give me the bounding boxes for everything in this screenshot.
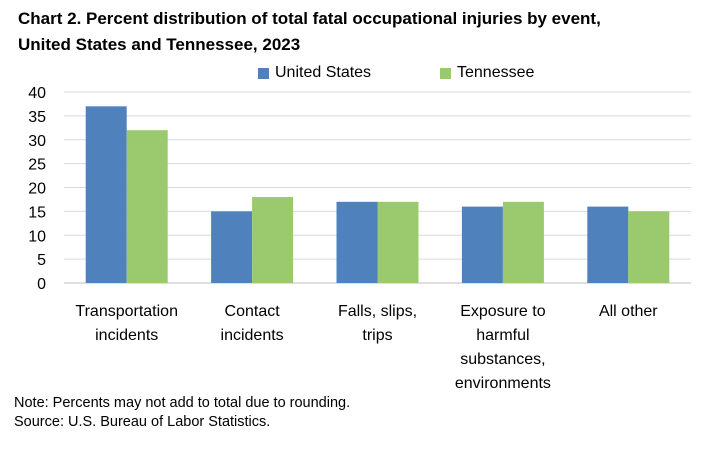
bar-tennessee [252,197,294,283]
y-tick-label: 35 [28,109,46,126]
x-tick-label-line: substances, [460,351,545,368]
bar-tennessee [502,201,544,283]
y-tick-label: 5 [37,252,46,269]
x-tick-label-line: Contact [225,303,281,320]
bar-united-states [211,211,253,283]
y-tick-label: 15 [28,204,46,221]
x-tick-label-line: trips [362,327,392,344]
legend-label-tennessee: Tennessee [457,64,535,81]
x-tick-label-line: Falls, slips, [338,303,417,320]
chart-legend: United States Tennessee [0,64,709,84]
legend-swatch-tennessee [440,67,451,79]
bar-united-states [85,106,127,283]
x-tick-label-line: Transportation [75,303,178,320]
legend-swatch-united-states [258,67,269,79]
bar-tennessee [628,211,670,283]
legend-item-tennessee: Tennessee [440,64,534,82]
bar-tennessee [126,130,168,283]
bar-tennessee [377,201,419,283]
y-tick-label: 20 [28,181,46,198]
x-tick-label: Exposure to harmful substances, environment… [455,303,551,392]
legend-item-united-states: United States [258,64,371,82]
chart-title-line-2: United States and Tennessee, 2023 [18,35,301,54]
x-tick-label: Contact incidents [221,303,284,344]
x-tick-label: Falls, slips, trips [338,303,417,344]
y-tick-label: 0 [37,276,46,293]
source-text: Source: U.S. Bureau of Labor Statistics. [14,414,271,430]
chart-title-line-1: Chart 2. Percent distribution of total f… [18,9,601,28]
bar-united-states [336,201,378,283]
y-tick-label: 25 [28,157,46,174]
chart-title: Chart 2. Percent distribution of total f… [18,6,698,58]
x-tick-label-line: incidents [221,327,284,344]
y-tick-label: 30 [28,133,46,150]
chart-notes: Note: Percents may not add to total due … [14,394,350,432]
x-tick-label-line: incidents [95,327,158,344]
legend-label-united-states: United States [275,64,372,81]
y-tick-label: 40 [28,85,46,102]
y-tick-label: 10 [28,228,46,245]
x-tick-label-line: harmful [476,327,529,344]
x-tick-label: All other [599,303,658,320]
x-tick-label: Transportation incidents [75,303,178,344]
x-tick-label-line: environments [455,375,551,392]
bar-united-states [461,206,503,283]
x-tick-label-line: All other [599,303,658,320]
x-tick-label-line: Exposure to [460,303,545,320]
note-text: Note: Percents may not add to total due … [14,395,351,411]
bar-united-states [587,206,629,283]
